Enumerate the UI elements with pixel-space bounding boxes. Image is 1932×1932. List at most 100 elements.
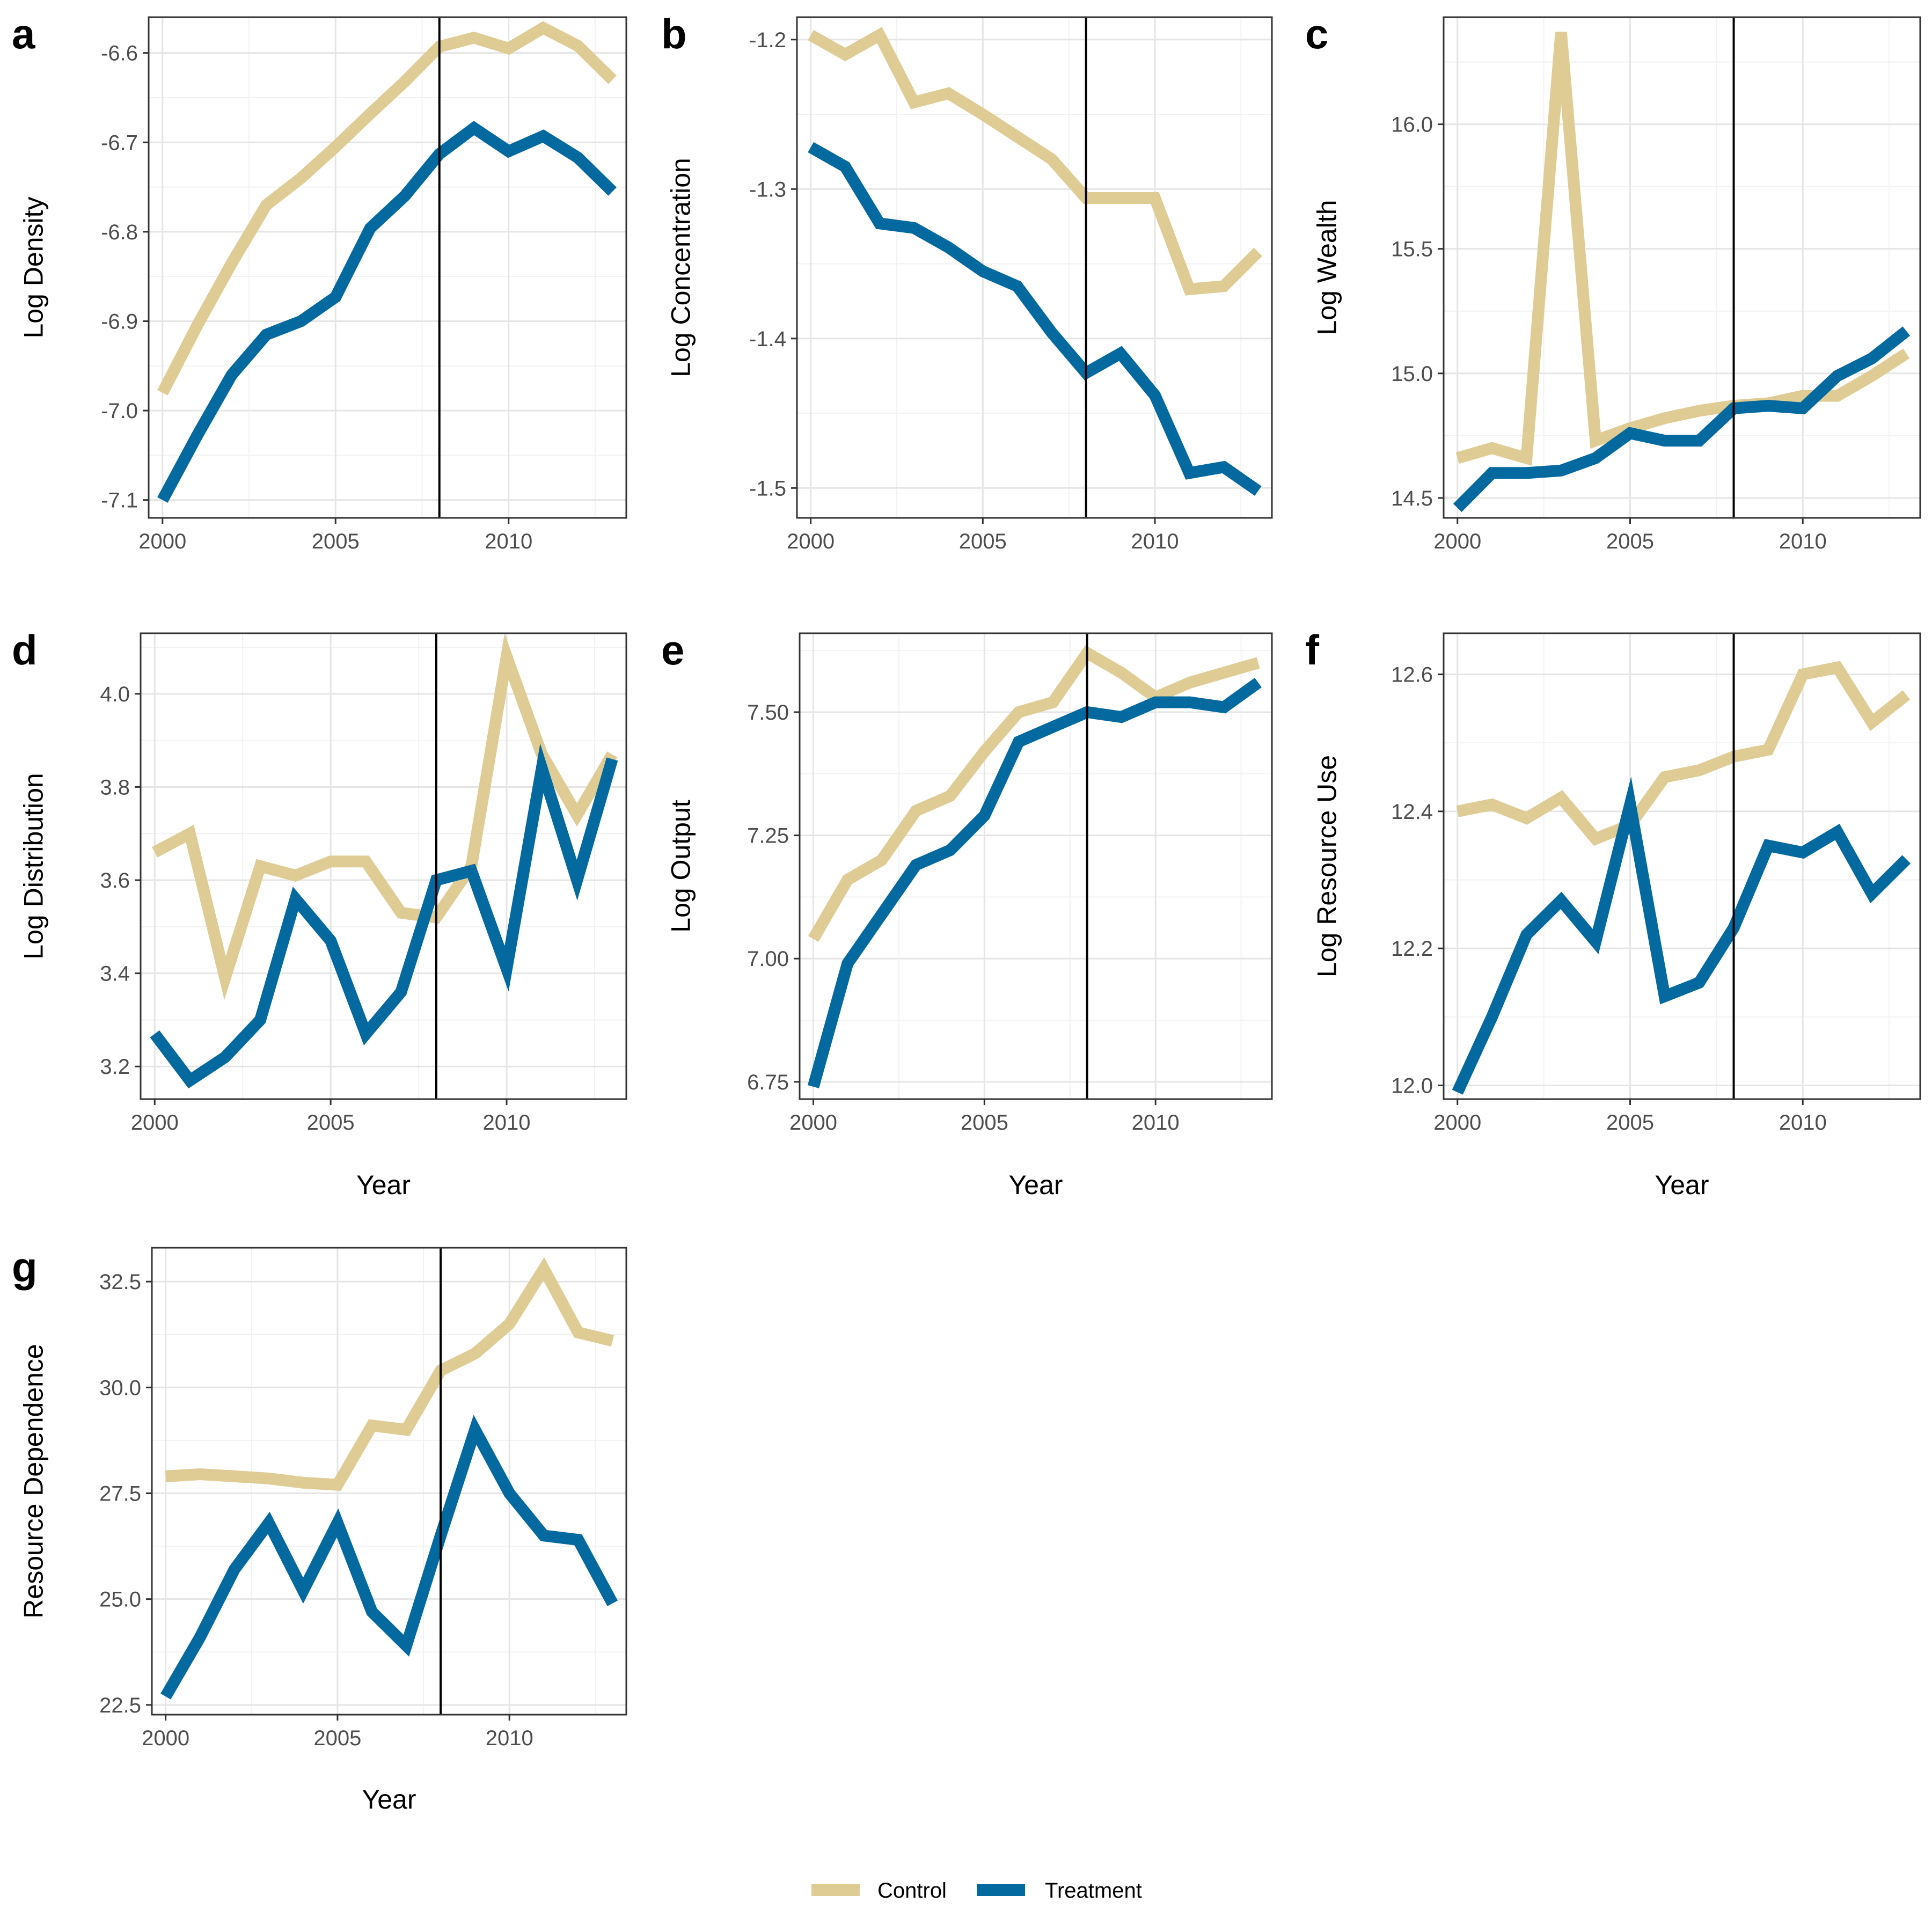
series-line-control — [165, 1257, 614, 1491]
legend-label-control: Control — [877, 1879, 947, 1902]
x-axis-title: Year — [1008, 1170, 1063, 1200]
y-tick-label: 16.0 — [1391, 113, 1433, 137]
x-tick-label: 2010 — [1779, 530, 1827, 553]
axes: 2000 2005 2010 3.2 3.4 3.6 3.8 4.0 — [100, 683, 530, 1135]
y-tick-label: 3.6 — [100, 869, 130, 892]
series-line-control — [152, 633, 618, 1000]
y-tick-label: 3.4 — [100, 962, 130, 986]
x-tick-label: 2000 — [142, 1726, 189, 1750]
y-tick-label: 27.5 — [99, 1482, 141, 1505]
x-axis-title: Year — [356, 1170, 411, 1200]
axes: 2000 2005 2010 -1.5 -1.4 -1.3 -1.2 — [749, 28, 1179, 553]
y-tick-label: -6.8 — [101, 221, 138, 244]
x-tick-label: 2005 — [307, 1111, 355, 1135]
series-line-control — [1456, 661, 1911, 846]
y-tick-label: -6.9 — [101, 310, 138, 333]
y-tick-label: -6.7 — [101, 131, 138, 155]
series-line-treatment — [160, 1415, 618, 1700]
axes: 2000 2005 2010 14.5 15.0 15.5 16.0 — [1391, 113, 1827, 553]
series-line-treatment — [150, 743, 618, 1089]
gridlines — [800, 633, 1272, 1099]
x-axis-title: Year — [1655, 1170, 1709, 1200]
series-line-treatment — [808, 142, 1262, 496]
series-line-treatment — [807, 677, 1262, 1088]
y-tick-label: 7.25 — [747, 824, 789, 848]
y-tick-label: 12.0 — [1391, 1074, 1433, 1097]
panel-tag: e — [661, 626, 684, 674]
panel-tag: b — [661, 10, 687, 57]
x-tick-label: 2000 — [787, 530, 835, 553]
panel-b: 2000 2005 2010 -1.5 -1.4 -1.3 -1.2 b Log Concent… — [661, 10, 1273, 553]
panel-border — [799, 632, 1273, 1100]
y-tick-label: 22.5 — [99, 1694, 141, 1717]
y-axis-title: Log Wealth — [1312, 200, 1342, 335]
plot-background — [141, 633, 626, 1099]
y-tick-label: 6.75 — [747, 1071, 789, 1094]
x-tick-label: 2005 — [961, 1111, 1008, 1135]
gridlines — [149, 17, 626, 518]
series-line-treatment — [1453, 326, 1911, 513]
x-axis-title: Year — [362, 1784, 416, 1814]
y-axis-title: Resource Dependence — [19, 1344, 49, 1618]
x-tick-label: 2000 — [1433, 1111, 1481, 1135]
plot-background — [797, 17, 1272, 518]
panel-d: 2000 2005 2010 3.2 3.4 3.6 3.8 4.0 d Log Distribu… — [12, 626, 627, 1200]
panels-layer: 2000 2005 2010 -7.1 -7.0 -6.9 -6.8 -6.7 -6.6 a Log… — [12, 10, 1921, 1814]
y-axis-title: Log Distribution — [19, 773, 49, 959]
legend: Control Treatment — [811, 1879, 1142, 1902]
y-axis-title: Log Concentration — [666, 158, 696, 377]
panel-c: 2000 2005 2010 14.5 15.0 15.5 16.0 c Log Wealth — [1305, 10, 1921, 553]
y-tick-label: 4.0 — [100, 683, 130, 706]
y-tick-label: -1.3 — [749, 178, 786, 201]
panel-f: 2000 2005 2010 12.0 12.2 12.4 12.6 f Log Resourc… — [1305, 626, 1921, 1200]
axes: 2000 2005 2010 12.0 12.2 12.4 12.6 — [1391, 663, 1827, 1135]
axes: 2000 2005 2010 22.5 25.0 27.5 30.0 32.5 — [99, 1270, 533, 1750]
panel-tag: a — [12, 10, 35, 57]
plot-background — [1444, 633, 1920, 1099]
y-tick-label: -1.2 — [749, 28, 786, 52]
y-tick-label: 12.2 — [1391, 937, 1433, 961]
panel-tag: d — [12, 626, 38, 674]
y-tick-label: 7.50 — [747, 701, 789, 724]
gridlines — [1444, 633, 1920, 1099]
panel-a: 2000 2005 2010 -7.1 -7.0 -6.9 -6.8 -6.7 -6.6 a Log… — [12, 10, 627, 553]
y-axis-title: Log Resource Use — [1312, 755, 1342, 977]
axes: 2000 2005 2010 6.75 7.00 7.25 7.50 — [747, 701, 1180, 1135]
x-tick-label: 2010 — [485, 530, 532, 553]
y-axis-title: Log Output — [666, 800, 696, 933]
panel-border — [1443, 16, 1921, 519]
y-tick-label: 32.5 — [99, 1270, 141, 1294]
axes: 2000 2005 2010 -7.1 -7.0 -6.9 -6.8 -6.7 -6.6 — [101, 42, 532, 553]
y-axis-title: Log Density — [19, 196, 49, 338]
y-tick-label: 15.5 — [1391, 238, 1433, 261]
series-line-control — [808, 645, 1260, 942]
x-tick-label: 2005 — [1606, 1111, 1654, 1135]
x-tick-label: 2010 — [483, 1111, 531, 1135]
y-tick-label: 30.0 — [99, 1376, 141, 1400]
x-tick-label: 2005 — [1606, 530, 1654, 553]
panel-tag: g — [12, 1243, 38, 1291]
y-tick-label: 25.0 — [99, 1588, 141, 1612]
panel-border — [140, 632, 627, 1100]
x-tick-label: 2010 — [1779, 1111, 1827, 1135]
y-tick-label: 7.00 — [747, 947, 789, 971]
series-line-treatment — [1452, 776, 1911, 1095]
panel-tag: c — [1305, 10, 1328, 57]
panel-g: 2000 2005 2010 22.5 25.0 27.5 30.0 32.5 g Resourc… — [12, 1243, 627, 1814]
x-tick-label: 2010 — [486, 1726, 533, 1750]
panel-border — [148, 16, 627, 519]
series-line-control — [1455, 31, 1910, 466]
series-line-control — [157, 21, 617, 396]
panel-border — [1443, 632, 1921, 1100]
panel-e: 2000 2005 2010 6.75 7.00 7.25 7.50 e Log Output Y… — [661, 626, 1273, 1200]
y-tick-label: 3.2 — [100, 1055, 130, 1079]
panel-border — [151, 1247, 627, 1716]
series-line-control — [808, 27, 1263, 296]
y-tick-label: -7.0 — [101, 399, 138, 423]
y-tick-label: 12.4 — [1391, 800, 1433, 824]
y-tick-label: 3.8 — [100, 775, 130, 799]
y-tick-label: 14.5 — [1391, 487, 1433, 510]
x-tick-label: 2000 — [138, 530, 186, 553]
y-tick-label: 15.0 — [1391, 362, 1433, 386]
